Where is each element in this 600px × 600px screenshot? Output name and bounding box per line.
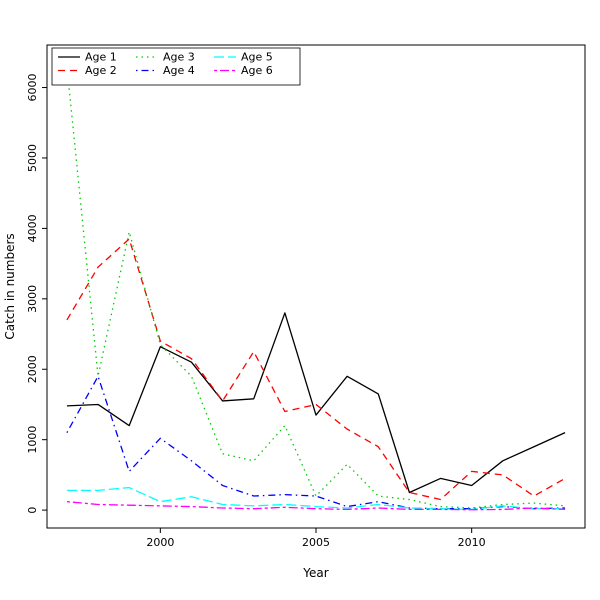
legend-label-age-2: Age 2 [85,64,117,77]
legend-label-age-4: Age 4 [163,64,195,77]
y-tick-label: 5000 [26,144,39,172]
series-line-age-2 [66,238,566,501]
legend-label-age-6: Age 6 [241,64,273,77]
series-line-age-5 [66,486,566,511]
legend-label-age-5: Age 5 [241,51,273,64]
series-line-age-6 [66,501,566,511]
series-line-age-1 [66,312,566,494]
x-tick-label: 2010 [458,536,486,549]
y-tick-label: 6000 [26,74,39,102]
legend-label-age-1: Age 1 [85,51,117,64]
series-line-age-4 [66,375,566,510]
x-axis-label: Year [302,566,328,580]
y-axis-label: Catch in numbers [3,233,17,339]
legend-label-age-3: Age 3 [163,51,195,64]
y-tick-label: 1000 [26,426,39,454]
series-line-age-3 [66,66,566,509]
y-tick-label: 3000 [26,285,39,313]
y-tick-label: 4000 [26,214,39,242]
x-tick-label: 2000 [146,536,174,549]
legend-box [51,47,301,86]
y-tick-label: 0 [26,507,39,514]
plot-box [46,44,586,529]
y-tick-label: 2000 [26,355,39,383]
x-tick-label: 2005 [302,536,330,549]
